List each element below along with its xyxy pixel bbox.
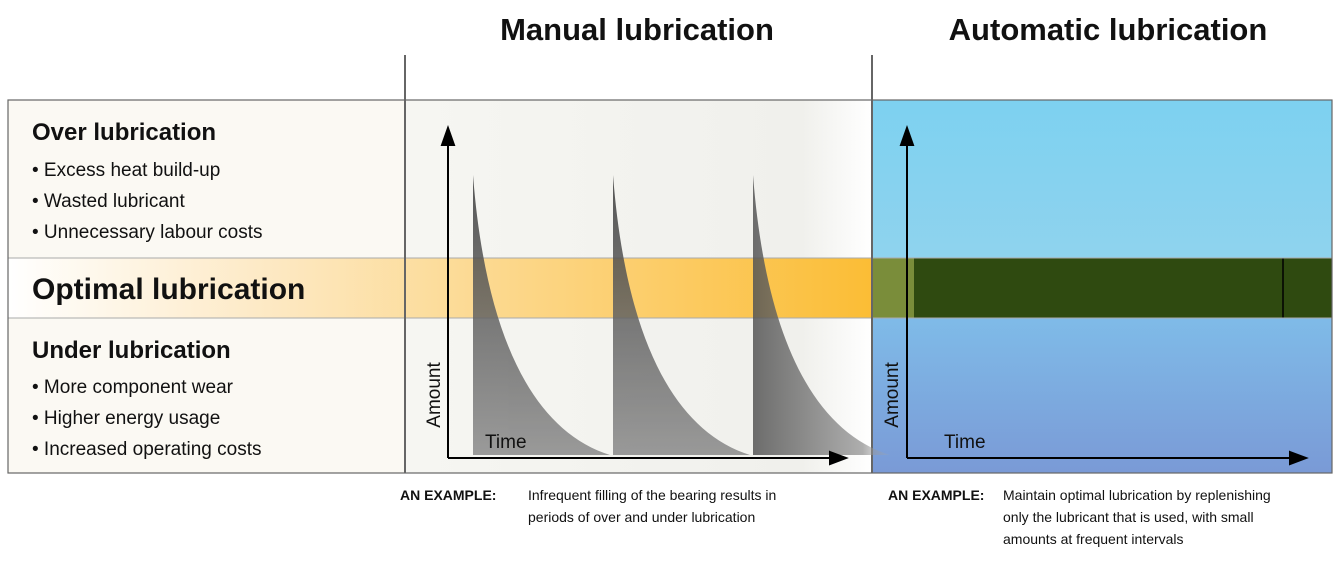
axis-label: Time	[485, 432, 527, 453]
auto-over	[872, 100, 1332, 258]
axis-label: Amount	[424, 362, 445, 428]
bullet: • More component wear	[32, 377, 234, 398]
grid	[8, 257, 1332, 319]
example-label: AN EXAMPLE:	[400, 487, 496, 503]
bullet: • Increased operating costs	[32, 439, 262, 460]
example-text: periods of over and under lubrication	[528, 509, 755, 525]
header: Automatic lubrication	[949, 12, 1268, 47]
frame	[7, 99, 1333, 474]
decay-curves	[473, 175, 890, 455]
example-text: amounts at frequent intervals	[1003, 531, 1184, 547]
bullet: • Excess heat build-up	[32, 160, 220, 181]
row-title: Under lubrication	[32, 337, 231, 364]
optimal-band	[8, 258, 872, 318]
bullet: • Wasted lubricant	[32, 191, 185, 212]
axes	[440, 124, 1309, 466]
example-text: only the lubricant that is used, with sm…	[1003, 509, 1254, 525]
bullet: • Higher energy usage	[32, 408, 220, 429]
example-text: Infrequent filling of the bearing result…	[528, 487, 776, 503]
example-text: Maintain optimal lubrication by replenis…	[1003, 487, 1271, 503]
axis-label: Time	[944, 432, 986, 453]
axis-label: Amount	[882, 362, 903, 428]
bullet: • Unnecessary labour costs	[32, 222, 263, 243]
row-title: Optimal lubrication	[32, 273, 305, 306]
example-label: AN EXAMPLE:	[888, 487, 984, 503]
header: Manual lubrication	[500, 12, 774, 47]
row-title: Over lubrication	[32, 119, 216, 146]
auto-under	[872, 318, 1332, 473]
auto-optimal	[872, 258, 1332, 318]
